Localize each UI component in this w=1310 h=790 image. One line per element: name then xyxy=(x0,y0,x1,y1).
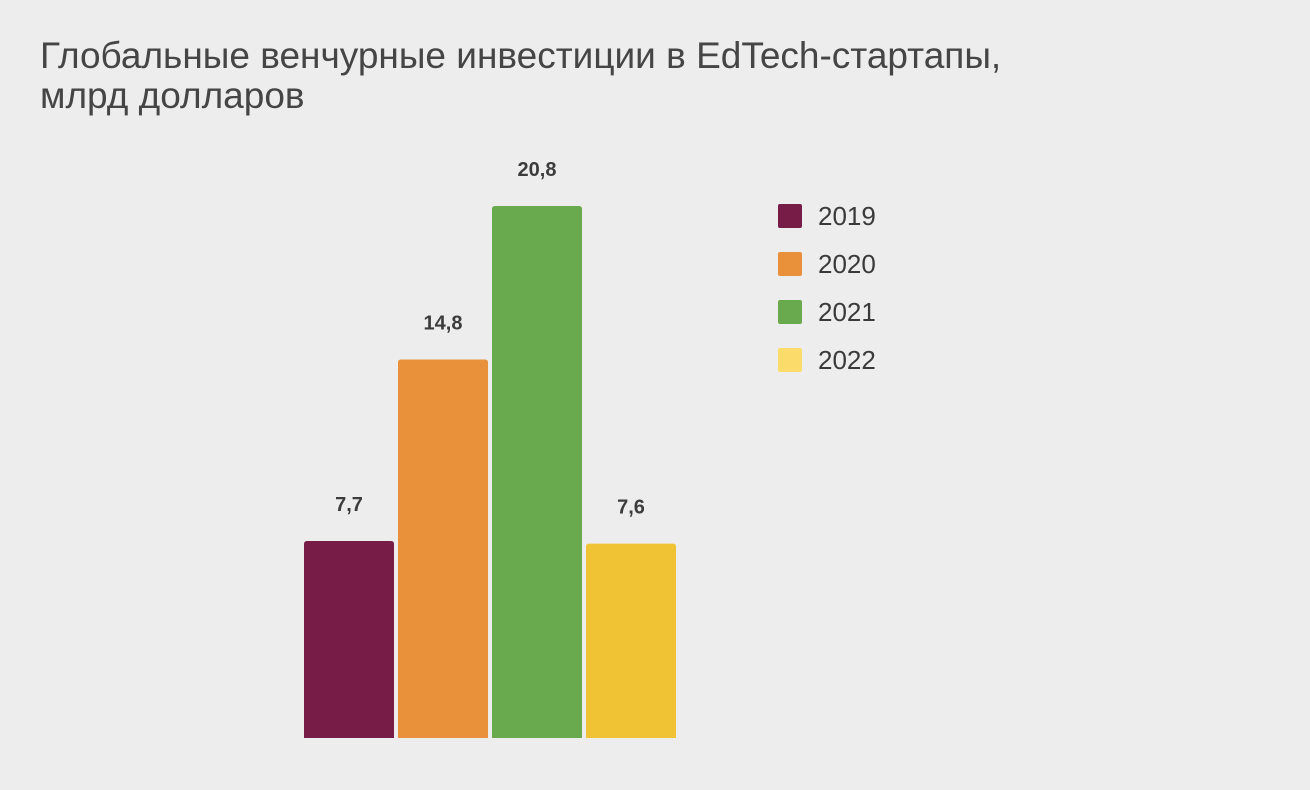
legend-item-2019: 2019 xyxy=(778,192,876,240)
legend-item-2021: 2021 xyxy=(778,288,876,336)
legend-item-2020: 2020 xyxy=(778,240,876,288)
legend-label-2022: 2022 xyxy=(818,344,876,375)
bar-value-label-2022: 7,6 xyxy=(617,497,645,519)
chart-legend: 2019 2020 2021 2022 xyxy=(778,192,876,384)
chart-title-line-1: Глобальные венчурные инвестиции в EdTech… xyxy=(40,35,1002,76)
chart-title: Глобальные венчурные инвестиции в EdTech… xyxy=(40,36,1190,116)
legend-swatch-2019 xyxy=(778,204,802,228)
legend-swatch-2022 xyxy=(778,348,802,372)
bar-2021 xyxy=(492,206,582,738)
chart-title-line-2: млрд долларов xyxy=(40,75,305,116)
legend-item-2022: 2022 xyxy=(778,336,876,384)
bar-2020 xyxy=(398,359,488,738)
bar-value-label-2021: 20,8 xyxy=(518,159,557,181)
bar-value-label-2019: 7,7 xyxy=(335,494,363,516)
legend-label-2021: 2021 xyxy=(818,296,876,327)
legend-swatch-2020 xyxy=(778,252,802,276)
bar-2022 xyxy=(586,543,676,738)
bar-2019 xyxy=(304,541,394,738)
legend-label-2020: 2020 xyxy=(818,248,876,279)
bar-value-label-2020: 14,8 xyxy=(424,312,463,334)
legend-swatch-2021 xyxy=(778,300,802,324)
legend-label-2019: 2019 xyxy=(818,200,876,231)
